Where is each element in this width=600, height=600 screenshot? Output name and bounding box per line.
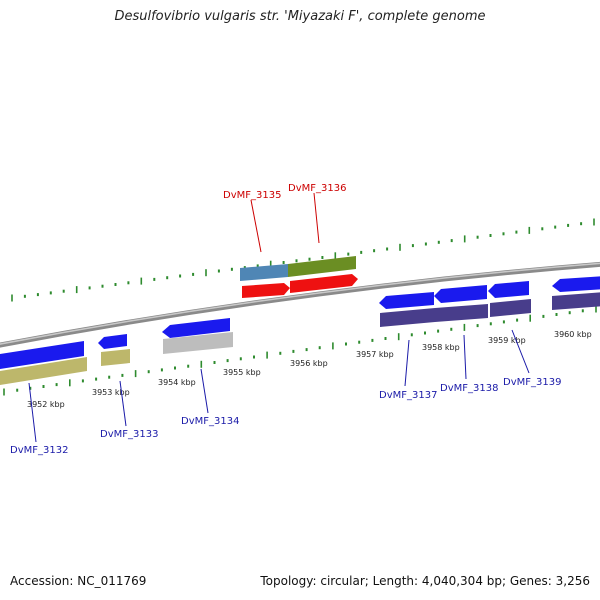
- gene-band-dvmf-3138[interactable]: [435, 304, 488, 322]
- gene-label-dvmf-3139[interactable]: DvMF_3139: [503, 377, 561, 388]
- coord-label-3952: 3952 kbp: [27, 400, 65, 409]
- genome-title: Desulfovibrio vulgaris str. 'Miyazaki F'…: [114, 9, 486, 24]
- gene-label-dvmf-3136[interactable]: DvMF_3136: [288, 183, 346, 194]
- coord-label-3955: 3955 kbp: [223, 368, 261, 377]
- coord-label-3959: 3959 kbp: [488, 336, 526, 345]
- gene-band-dvmf-3139[interactable]: [490, 299, 531, 317]
- gene-band-dvmf-3133[interactable]: [101, 349, 130, 366]
- coord-label-3957: 3957 kbp: [356, 350, 394, 359]
- leader-dvmf-3134: [200, 368, 209, 414]
- gene-arrow-dvmf-3133[interactable]: [98, 334, 127, 349]
- forward-strand-ticks: [11, 218, 595, 302]
- coord-label-3958: 3958 kbp: [422, 343, 460, 352]
- gene-band-dvmf-3134[interactable]: [163, 332, 233, 354]
- gene-label-dvmf-3137[interactable]: DvMF_3137: [379, 390, 437, 401]
- coord-label-3954: 3954 kbp: [158, 378, 196, 387]
- gene-label-dvmf-3132[interactable]: DvMF_3132: [10, 445, 68, 456]
- gene-band-dvmf-3132[interactable]: [0, 357, 87, 385]
- genome-backbone: [0, 261, 600, 348]
- coord-label-3960: 3960 kbp: [554, 330, 592, 339]
- gene-band-dvmf-3135[interactable]: [240, 264, 288, 281]
- leader-dvmf-3135: [250, 199, 262, 253]
- leader-dvmf-3133: [119, 380, 127, 427]
- gene-label-dvmf-3135[interactable]: DvMF_3135: [223, 190, 281, 201]
- gene-label-dvmf-3134[interactable]: DvMF_3134: [181, 416, 239, 427]
- leader-dvmf-3138: [463, 334, 467, 380]
- leader-dvmf-3137: [404, 339, 410, 387]
- leader-dvmf-3132: [28, 382, 37, 443]
- coord-label-3953: 3953 kbp: [92, 388, 130, 397]
- topology-label: Topology: circular; Length: 4,040,304 bp…: [260, 574, 590, 588]
- gene-arrow-next[interactable]: [552, 276, 600, 292]
- gene-arrow-dvmf-3139[interactable]: [488, 281, 529, 298]
- gene-label-dvmf-3138[interactable]: DvMF_3138: [440, 383, 498, 394]
- gene-band-dvmf-3137[interactable]: [380, 308, 435, 327]
- gene-arrow-dvmf-3137[interactable]: [379, 292, 434, 309]
- gene-arrow-dvmf-3136[interactable]: [290, 274, 358, 293]
- reverse-strand-ticks: [3, 305, 597, 396]
- accession-label: Accession: NC_011769: [10, 574, 147, 588]
- gene-arrow-dvmf-3135[interactable]: [242, 283, 290, 298]
- gene-label-dvmf-3133[interactable]: DvMF_3133: [100, 429, 158, 440]
- leader-dvmf-3139: [511, 329, 530, 374]
- gene-arrow-dvmf-3132[interactable]: [0, 341, 84, 369]
- leader-dvmf-3136: [313, 192, 320, 244]
- coord-label-3956: 3956 kbp: [290, 359, 328, 368]
- gene-arrow-dvmf-3134[interactable]: [162, 318, 230, 338]
- gene-band-dvmf-3136[interactable]: [288, 256, 356, 277]
- gene-band-next[interactable]: [552, 292, 600, 310]
- gene-arrow-dvmf-3138[interactable]: [434, 285, 487, 303]
